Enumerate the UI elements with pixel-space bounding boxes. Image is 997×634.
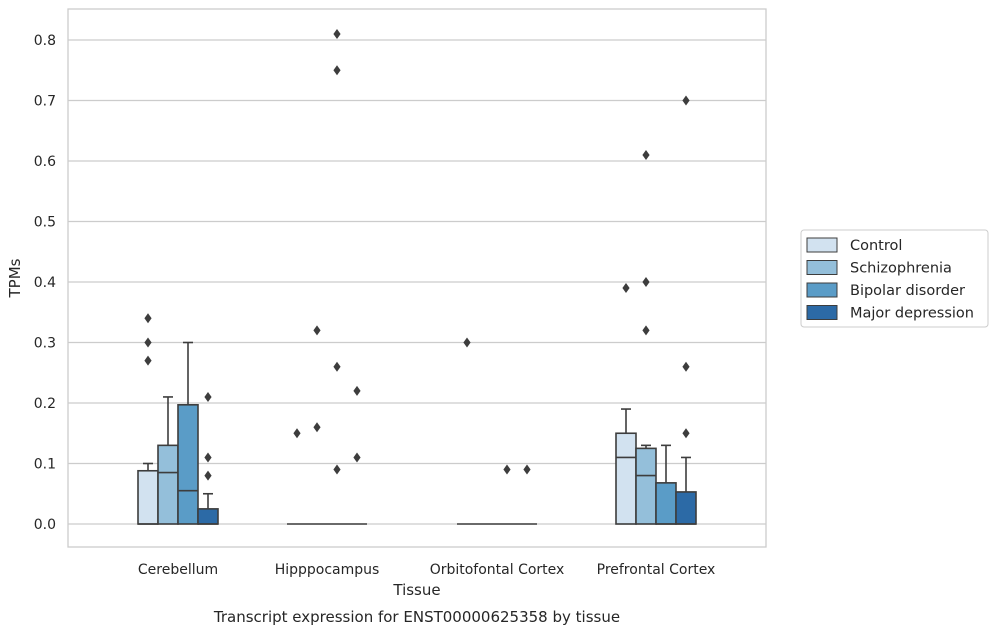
outlier-point: [204, 452, 212, 463]
box-groups: [137, 341, 697, 525]
box-bipolar-disorder: [177, 341, 199, 525]
legend-label: Schizophrenia: [850, 261, 952, 277]
outlier-point: [353, 452, 361, 463]
box-iqr: [655, 482, 677, 525]
outlier-point: [642, 277, 650, 287]
legend: Control Schizophrenia Bipolar disorder Majo…: [800, 229, 989, 328]
box-iqr: [197, 508, 219, 525]
legend-item: Schizophrenia: [806, 260, 952, 277]
outlier-point: [204, 470, 212, 481]
box-control: [137, 462, 159, 525]
plot-area-frame: [67, 8, 767, 548]
legend-item: Bipolar disorder: [806, 282, 965, 299]
outlier-point: [503, 464, 511, 475]
legend-label: Bipolar disorder: [850, 283, 965, 299]
outlier-point: [333, 464, 341, 475]
outlier-point: [642, 149, 650, 160]
y-tick-label: 0.8: [34, 33, 56, 49]
x-axis-ticks: Cerebellum Hipppocampus Orbitofontal Corte…: [138, 562, 715, 578]
y-tick-label: 0.2: [34, 396, 56, 412]
legend-swatch: [806, 282, 838, 298]
y-tick-label: 0.5: [34, 215, 56, 231]
x-tick-label: Orbitofontal Cortex: [430, 562, 565, 578]
legend-item: Major depression: [806, 305, 974, 322]
outlier-point: [333, 65, 341, 76]
legend-items: Control Schizophrenia Bipolar disorder Majo…: [806, 237, 974, 322]
legend-item: Control: [806, 237, 902, 254]
outlier-point: [313, 325, 321, 336]
x-axis-title: Tissue: [392, 581, 440, 599]
box-iqr: [675, 491, 697, 525]
box-major-depression: [197, 492, 219, 525]
box-iqr: [635, 447, 657, 525]
legend-label: Control: [850, 238, 902, 254]
y-tick-label: 0.0: [34, 517, 56, 533]
legend-frame: [800, 229, 989, 328]
box-iqr: [137, 469, 159, 525]
outlier-point: [682, 95, 690, 106]
y-axis-title: TPMs: [6, 258, 24, 298]
y-tick-label: 0.6: [34, 154, 56, 170]
outlier-point: [144, 337, 152, 348]
outlier-point: [204, 391, 212, 402]
box-iqr: [157, 444, 179, 525]
y-tick-label: 0.7: [34, 94, 56, 110]
outlier-point: [353, 385, 361, 396]
outlier-point: [682, 428, 690, 439]
y-tick-label: 0.4: [34, 275, 56, 291]
outlier-point: [333, 361, 341, 372]
y-tick-label: 0.1: [34, 457, 56, 473]
box-schizophrenia: [635, 444, 657, 525]
outlier-point: [463, 337, 471, 348]
legend-swatch: [806, 305, 838, 320]
legend-swatch: [806, 237, 838, 253]
outlier-point: [523, 464, 531, 475]
x-tick-label: Prefrontal Cortex: [597, 562, 716, 578]
outlier-point: [622, 283, 630, 294]
y-tick-label: 0.3: [34, 336, 56, 352]
x-tick-label: Hipppocampus: [275, 562, 380, 578]
y-axis-ticks: 0.0 0.1 0.2 0.3 0.4 0.5 0.6 0.7 0.8: [34, 33, 56, 533]
legend-swatch: [806, 260, 838, 275]
x-tick-label: Cerebellum: [138, 562, 218, 578]
outlier-point: [144, 355, 152, 366]
outlier-point: [144, 313, 152, 324]
chart-title: Transcript expression for ENST0000062535…: [213, 608, 620, 626]
outlier-point: [642, 325, 650, 336]
outlier-point: [682, 361, 690, 372]
outlier-point: [313, 422, 321, 433]
box-iqr: [177, 404, 199, 525]
box-iqr: [615, 432, 637, 525]
legend-label: Major depression: [850, 306, 974, 322]
outlier-point: [333, 28, 341, 39]
outlier-point: [293, 428, 301, 439]
outlier-points: [144, 28, 690, 481]
box-major-depression: [675, 456, 697, 525]
